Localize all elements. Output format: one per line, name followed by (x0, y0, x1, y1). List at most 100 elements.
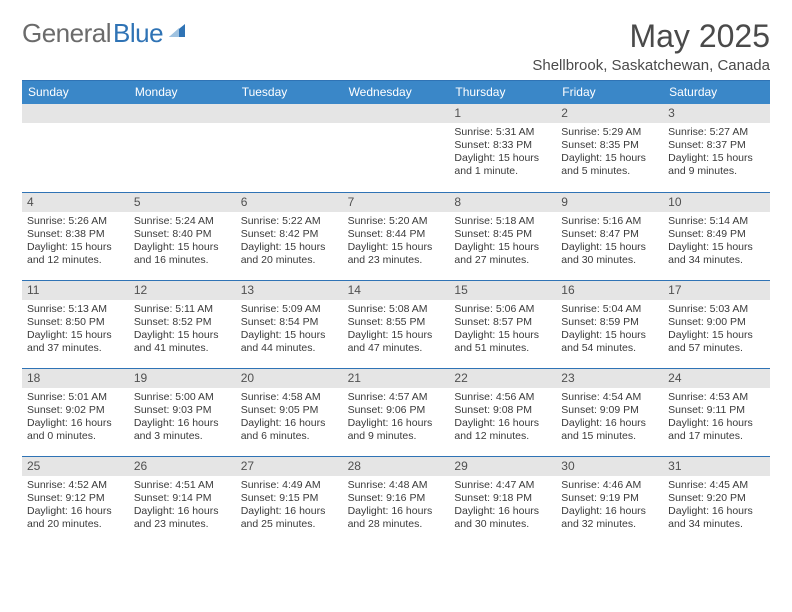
calendar-body: 1Sunrise: 5:31 AMSunset: 8:33 PMDaylight… (22, 104, 770, 544)
calendar-cell: 6Sunrise: 5:22 AMSunset: 8:42 PMDaylight… (236, 192, 343, 280)
calendar-cell: 13Sunrise: 5:09 AMSunset: 8:54 PMDayligh… (236, 280, 343, 368)
sunset-text: Sunset: 9:08 PM (454, 404, 551, 417)
day-detail: Sunrise: 4:58 AMSunset: 9:05 PMDaylight:… (236, 388, 343, 448)
daylight-text: Daylight: 16 hours and 32 minutes. (561, 505, 658, 531)
day-number: 17 (663, 281, 770, 300)
calendar-cell: 31Sunrise: 4:45 AMSunset: 9:20 PMDayligh… (663, 456, 770, 544)
sunset-text: Sunset: 8:49 PM (668, 228, 765, 241)
sunset-text: Sunset: 9:15 PM (241, 492, 338, 505)
daylight-text: Daylight: 15 hours and 57 minutes. (668, 329, 765, 355)
day-detail: Sunrise: 5:13 AMSunset: 8:50 PMDaylight:… (22, 300, 129, 360)
calendar-cell-empty (22, 104, 129, 192)
sunset-text: Sunset: 8:52 PM (134, 316, 231, 329)
sunset-text: Sunset: 8:40 PM (134, 228, 231, 241)
sunrise-text: Sunrise: 4:56 AM (454, 391, 551, 404)
sunrise-text: Sunrise: 4:52 AM (27, 479, 124, 492)
calendar-cell: 16Sunrise: 5:04 AMSunset: 8:59 PMDayligh… (556, 280, 663, 368)
calendar-cell: 19Sunrise: 5:00 AMSunset: 9:03 PMDayligh… (129, 368, 236, 456)
calendar-cell: 11Sunrise: 5:13 AMSunset: 8:50 PMDayligh… (22, 280, 129, 368)
day-number: 9 (556, 193, 663, 212)
calendar: SundayMondayTuesdayWednesdayThursdayFrid… (22, 80, 770, 544)
sunrise-text: Sunrise: 5:26 AM (27, 215, 124, 228)
daylight-text: Daylight: 15 hours and 5 minutes. (561, 152, 658, 178)
day-detail: Sunrise: 5:08 AMSunset: 8:55 PMDaylight:… (343, 300, 450, 360)
sunset-text: Sunset: 9:11 PM (668, 404, 765, 417)
logo-word-general: General (22, 18, 111, 49)
calendar-cell: 30Sunrise: 4:46 AMSunset: 9:19 PMDayligh… (556, 456, 663, 544)
day-detail: Sunrise: 5:22 AMSunset: 8:42 PMDaylight:… (236, 212, 343, 272)
sunrise-text: Sunrise: 4:45 AM (668, 479, 765, 492)
day-number: 29 (449, 457, 556, 476)
day-number: 13 (236, 281, 343, 300)
calendar-cell: 4Sunrise: 5:26 AMSunset: 8:38 PMDaylight… (22, 192, 129, 280)
calendar-cell: 17Sunrise: 5:03 AMSunset: 9:00 PMDayligh… (663, 280, 770, 368)
sunset-text: Sunset: 9:09 PM (561, 404, 658, 417)
calendar-cell-empty (343, 104, 450, 192)
calendar-cell: 14Sunrise: 5:08 AMSunset: 8:55 PMDayligh… (343, 280, 450, 368)
day-number: 8 (449, 193, 556, 212)
calendar-cell: 21Sunrise: 4:57 AMSunset: 9:06 PMDayligh… (343, 368, 450, 456)
day-detail: Sunrise: 5:29 AMSunset: 8:35 PMDaylight:… (556, 123, 663, 183)
calendar-cell: 12Sunrise: 5:11 AMSunset: 8:52 PMDayligh… (129, 280, 236, 368)
sunrise-text: Sunrise: 5:16 AM (561, 215, 658, 228)
day-detail: Sunrise: 5:14 AMSunset: 8:49 PMDaylight:… (663, 212, 770, 272)
sunrise-text: Sunrise: 4:54 AM (561, 391, 658, 404)
day-detail: Sunrise: 4:56 AMSunset: 9:08 PMDaylight:… (449, 388, 556, 448)
day-number: 26 (129, 457, 236, 476)
day-number: 30 (556, 457, 663, 476)
sunset-text: Sunset: 8:44 PM (348, 228, 445, 241)
day-detail: Sunrise: 4:47 AMSunset: 9:18 PMDaylight:… (449, 476, 556, 536)
daylight-text: Daylight: 15 hours and 34 minutes. (668, 241, 765, 267)
calendar-cell: 8Sunrise: 5:18 AMSunset: 8:45 PMDaylight… (449, 192, 556, 280)
day-detail: Sunrise: 5:00 AMSunset: 9:03 PMDaylight:… (129, 388, 236, 448)
day-number: 6 (236, 193, 343, 212)
sunset-text: Sunset: 9:20 PM (668, 492, 765, 505)
daylight-text: Daylight: 15 hours and 54 minutes. (561, 329, 658, 355)
day-detail: Sunrise: 5:01 AMSunset: 9:02 PMDaylight:… (22, 388, 129, 448)
day-number: 21 (343, 369, 450, 388)
sail-icon (167, 22, 189, 40)
sunrise-text: Sunrise: 5:00 AM (134, 391, 231, 404)
month-title: May 2025 (532, 18, 770, 55)
sunrise-text: Sunrise: 4:57 AM (348, 391, 445, 404)
sunrise-text: Sunrise: 5:24 AM (134, 215, 231, 228)
sunset-text: Sunset: 8:45 PM (454, 228, 551, 241)
day-number: 31 (663, 457, 770, 476)
calendar-cell: 25Sunrise: 4:52 AMSunset: 9:12 PMDayligh… (22, 456, 129, 544)
calendar-cell: 26Sunrise: 4:51 AMSunset: 9:14 PMDayligh… (129, 456, 236, 544)
daylight-text: Daylight: 16 hours and 12 minutes. (454, 417, 551, 443)
day-detail: Sunrise: 4:45 AMSunset: 9:20 PMDaylight:… (663, 476, 770, 536)
calendar-cell: 15Sunrise: 5:06 AMSunset: 8:57 PMDayligh… (449, 280, 556, 368)
sunset-text: Sunset: 9:03 PM (134, 404, 231, 417)
header: GeneralBlue May 2025 Shellbrook, Saskatc… (22, 18, 770, 74)
logo-word-blue: Blue (113, 18, 163, 49)
calendar-header-monday: Monday (129, 81, 236, 104)
calendar-cell: 27Sunrise: 4:49 AMSunset: 9:15 PMDayligh… (236, 456, 343, 544)
sunrise-text: Sunrise: 4:51 AM (134, 479, 231, 492)
daylight-text: Daylight: 16 hours and 17 minutes. (668, 417, 765, 443)
sunset-text: Sunset: 8:42 PM (241, 228, 338, 241)
sunrise-text: Sunrise: 5:09 AM (241, 303, 338, 316)
calendar-header-saturday: Saturday (663, 81, 770, 104)
sunset-text: Sunset: 8:47 PM (561, 228, 658, 241)
day-detail: Sunrise: 5:09 AMSunset: 8:54 PMDaylight:… (236, 300, 343, 360)
day-detail: Sunrise: 5:16 AMSunset: 8:47 PMDaylight:… (556, 212, 663, 272)
daylight-text: Daylight: 16 hours and 34 minutes. (668, 505, 765, 531)
sunrise-text: Sunrise: 4:53 AM (668, 391, 765, 404)
sunset-text: Sunset: 9:02 PM (27, 404, 124, 417)
daylight-text: Daylight: 16 hours and 9 minutes. (348, 417, 445, 443)
sunrise-text: Sunrise: 4:48 AM (348, 479, 445, 492)
calendar-header-friday: Friday (556, 81, 663, 104)
calendar-cell: 20Sunrise: 4:58 AMSunset: 9:05 PMDayligh… (236, 368, 343, 456)
daylight-text: Daylight: 16 hours and 15 minutes. (561, 417, 658, 443)
day-number: 3 (663, 104, 770, 123)
day-detail: Sunrise: 4:54 AMSunset: 9:09 PMDaylight:… (556, 388, 663, 448)
day-detail: Sunrise: 5:26 AMSunset: 8:38 PMDaylight:… (22, 212, 129, 272)
daylight-text: Daylight: 15 hours and 27 minutes. (454, 241, 551, 267)
daylight-text: Daylight: 15 hours and 30 minutes. (561, 241, 658, 267)
sunrise-text: Sunrise: 5:14 AM (668, 215, 765, 228)
day-number: 7 (343, 193, 450, 212)
daylight-text: Daylight: 16 hours and 3 minutes. (134, 417, 231, 443)
sunset-text: Sunset: 8:35 PM (561, 139, 658, 152)
daylight-text: Daylight: 16 hours and 25 minutes. (241, 505, 338, 531)
